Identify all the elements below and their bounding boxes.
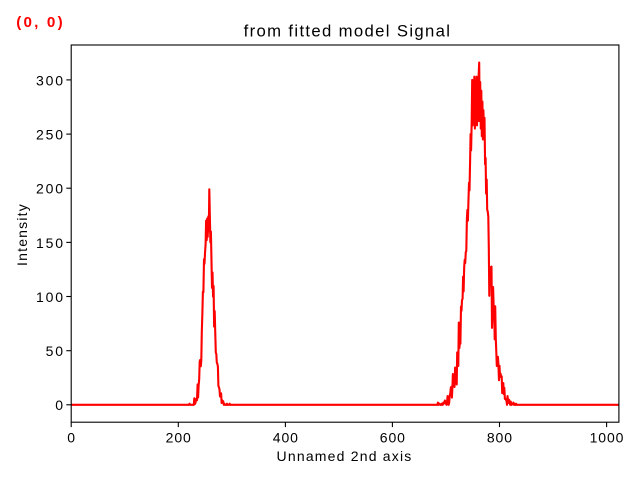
svg-text:(0, 0): (0, 0) [16, 14, 65, 31]
svg-text:200: 200 [36, 181, 65, 197]
svg-text:1000: 1000 [590, 429, 625, 445]
svg-text:600: 600 [380, 429, 406, 445]
svg-text:300: 300 [36, 72, 65, 88]
svg-text:150: 150 [36, 235, 65, 251]
svg-text:0: 0 [67, 429, 76, 445]
svg-text:400: 400 [273, 429, 299, 445]
svg-text:0: 0 [55, 397, 65, 413]
svg-text:800: 800 [487, 429, 513, 445]
svg-text:50: 50 [46, 343, 65, 359]
svg-text:Intensity: Intensity [14, 203, 30, 266]
svg-text:100: 100 [36, 289, 65, 305]
svg-text:from fitted model Signal: from fitted model Signal [244, 22, 452, 41]
svg-text:Unnamed 2nd axis: Unnamed 2nd axis [277, 448, 413, 464]
svg-text:250: 250 [36, 127, 65, 143]
svg-text:200: 200 [166, 429, 192, 445]
